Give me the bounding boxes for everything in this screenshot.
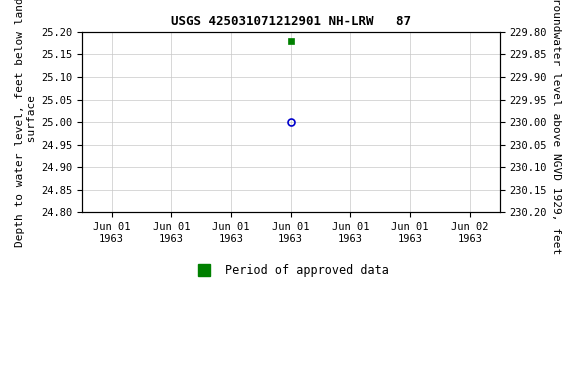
Legend: Period of approved data: Period of approved data	[187, 260, 394, 282]
Title: USGS 425031071212901 NH-LRW   87: USGS 425031071212901 NH-LRW 87	[170, 15, 411, 28]
Y-axis label: Depth to water level, feet below land
 surface: Depth to water level, feet below land su…	[15, 0, 37, 247]
Y-axis label: Groundwater level above NGVD 1929, feet: Groundwater level above NGVD 1929, feet	[551, 0, 561, 254]
